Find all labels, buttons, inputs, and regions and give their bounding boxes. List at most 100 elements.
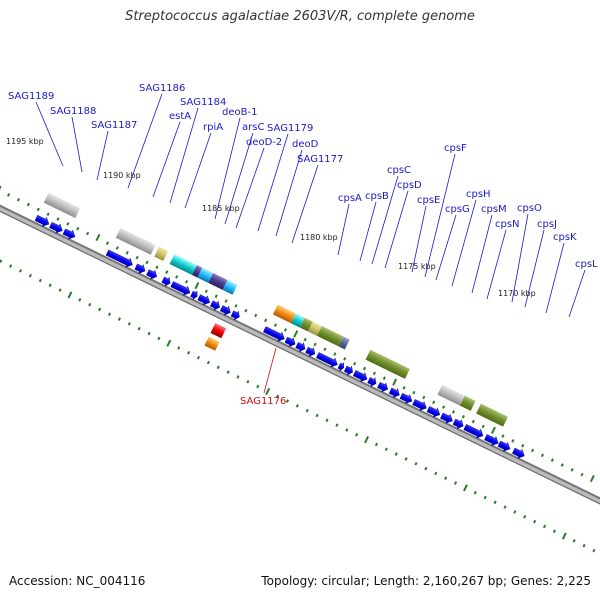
gene-label: cpsN (495, 219, 520, 230)
scale-tick (374, 442, 379, 447)
scale-tick (483, 495, 487, 500)
scale-tick (137, 326, 141, 331)
gene-arrow (343, 365, 353, 376)
scale-tick (461, 414, 465, 419)
scale-tick (570, 468, 574, 472)
scale-tick (542, 524, 547, 529)
scale-tick (166, 339, 172, 347)
feature-block (459, 395, 476, 411)
feature-block (272, 304, 296, 324)
scale-tick (404, 457, 408, 461)
scale-tick (127, 322, 131, 326)
scale-tick (451, 410, 456, 414)
scale-tick (0, 259, 3, 264)
scale-tick (305, 408, 309, 413)
gene-label: cpsC (387, 165, 411, 176)
feature-block (365, 349, 380, 364)
scale-tick (481, 424, 485, 429)
feature-block (169, 254, 184, 269)
scale-tick (214, 294, 218, 298)
gene-arrow (305, 346, 316, 357)
scale-tick (0, 185, 2, 193)
scale-tick (384, 447, 388, 452)
scale-tick (115, 246, 119, 250)
gene-arrow (197, 294, 211, 306)
scale-tick (264, 318, 268, 323)
gene-label: cpsH (466, 189, 491, 200)
scale-tick (187, 351, 191, 355)
gene-label-leaders (35, 93, 586, 394)
gene-label: arsC (242, 122, 264, 133)
scale-tick (224, 299, 228, 303)
gene-arrow (190, 290, 198, 300)
scale-tick (493, 500, 497, 505)
feature-block (197, 267, 214, 283)
feature-block (476, 403, 508, 427)
gene-arrow (426, 406, 441, 418)
gene-label: cpsO (517, 203, 542, 214)
scale-tick (285, 399, 290, 403)
gene-label: cpsB (365, 191, 389, 202)
scale-tick (98, 307, 102, 312)
scale-tick (273, 323, 278, 327)
genome-summary-text: Topology: circular; Length: 2,160,267 bp… (261, 574, 591, 588)
scale-tick (216, 365, 220, 370)
scale-tick (353, 361, 357, 366)
scale-label: 1195 kbp (6, 137, 44, 146)
gene-label: cpsM (481, 204, 507, 215)
scale-tick (184, 279, 189, 284)
gene-label: cpsF (444, 143, 467, 154)
scale-tick (175, 275, 179, 279)
scale-tick (503, 505, 507, 509)
gene-arrow (512, 447, 525, 459)
gene-arrow (388, 387, 400, 398)
scale-tick (582, 543, 586, 548)
gene-arrow (263, 326, 285, 342)
scale-tick (325, 418, 329, 423)
scale-tick (473, 490, 477, 495)
gene-arrow (440, 412, 453, 424)
sag1176-gene-block (210, 323, 227, 339)
feature-block (299, 317, 313, 332)
gene-arrow (230, 310, 240, 321)
feature-block (374, 354, 410, 379)
scale-tick (572, 539, 576, 543)
gene-arrow (62, 228, 76, 240)
gene-arrow (49, 221, 63, 234)
scale-tick (18, 269, 23, 273)
scale-tick (414, 461, 418, 466)
scale-tick (442, 405, 446, 409)
scale-tick (561, 532, 567, 540)
highlighted-gene-label: SAG1176 (240, 396, 286, 407)
scale-ticks (0, 185, 595, 483)
scale-tick (135, 255, 139, 260)
scale-tick (355, 433, 359, 437)
gene-label: rpiA (203, 122, 223, 133)
scale-tick (533, 519, 537, 524)
gene-arrow (352, 370, 368, 382)
gene-arrow (161, 276, 171, 287)
scale-tick (9, 264, 13, 268)
sag1176-feature-block (204, 336, 220, 351)
scale-tick (402, 386, 406, 390)
feature-block (308, 321, 322, 336)
gene-arrow (146, 269, 158, 280)
gene-arrow-row (34, 214, 525, 459)
feature-block (338, 336, 350, 350)
scale-tick (580, 472, 584, 477)
feature-block (208, 272, 228, 290)
feature-block (192, 265, 203, 278)
gene-arrow (210, 300, 220, 311)
scale-tick (125, 251, 129, 255)
scale-tick (165, 270, 169, 274)
scale-tick (550, 458, 554, 462)
feature-block (57, 199, 81, 218)
scale-tick (540, 453, 545, 458)
scale-tick (293, 330, 299, 338)
scale-label: 1170 kbp (498, 289, 536, 298)
reverse-strand-row (204, 323, 227, 351)
scale-tick (531, 448, 535, 453)
scale-tick (256, 384, 260, 389)
